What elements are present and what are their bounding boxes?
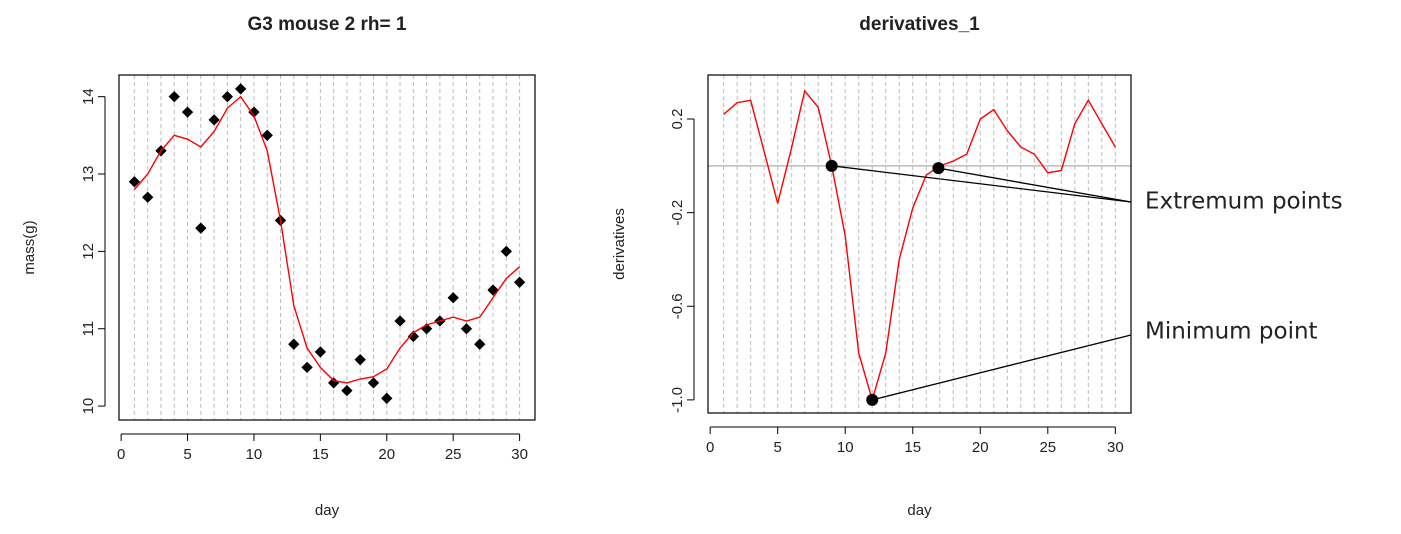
y-tick-label: 11 xyxy=(80,321,97,337)
x-tick-label: 25 xyxy=(1039,439,1056,456)
data-point xyxy=(447,292,459,304)
x-tick-label: 30 xyxy=(1107,439,1124,456)
y-tick-label: 14 xyxy=(80,88,97,105)
chart-title: G3 mouse 2 rh= 1 xyxy=(248,14,407,35)
data-point xyxy=(367,377,380,389)
data-point xyxy=(195,222,207,234)
data-point xyxy=(381,392,393,404)
data-point xyxy=(261,129,273,141)
x-axis-label: day xyxy=(907,502,932,519)
x-tick-label: 0 xyxy=(117,446,125,463)
y-tick-label: 13 xyxy=(80,166,97,183)
annotation: Extremum points xyxy=(1145,189,1343,215)
data-point xyxy=(407,330,419,343)
data-point xyxy=(288,338,300,350)
x-tick-label: 15 xyxy=(312,446,329,463)
data-point xyxy=(235,83,247,95)
x-tick-label: 10 xyxy=(837,439,854,456)
plot-frame xyxy=(118,74,536,421)
annotation: Minimum point xyxy=(1145,319,1318,345)
data-point xyxy=(500,245,512,258)
x-tick-label: 15 xyxy=(904,439,921,456)
data-point xyxy=(341,384,353,397)
data-point xyxy=(474,338,486,350)
data-point xyxy=(142,191,154,203)
x-tick-label: 5 xyxy=(183,446,191,463)
y-tick-label: 12 xyxy=(80,243,97,260)
data-point xyxy=(460,323,473,335)
y-axis-label: mass(g) xyxy=(21,220,38,274)
data-point xyxy=(301,361,313,374)
x-tick-label: 20 xyxy=(972,439,989,456)
plot-frame xyxy=(707,74,1132,414)
data-point xyxy=(394,315,406,327)
x-tick-label: 30 xyxy=(511,446,528,463)
y-tick-label: -1.0 xyxy=(669,387,686,413)
data-point xyxy=(181,106,194,118)
pointer-line xyxy=(872,334,1132,401)
data-point xyxy=(513,276,526,288)
data-point xyxy=(314,346,327,358)
data-point xyxy=(354,354,366,366)
y-tick-label: -0.2 xyxy=(669,200,686,226)
chart-title: derivatives_1 xyxy=(859,14,980,35)
extremum-marker xyxy=(932,162,945,175)
x-tick-label: 20 xyxy=(378,446,395,463)
data-point xyxy=(128,176,141,188)
x-tick-label: 25 xyxy=(445,446,462,463)
data-point xyxy=(487,284,499,296)
pointer-line xyxy=(938,167,1132,203)
y-tick-label: 0.2 xyxy=(669,109,686,130)
data-line xyxy=(133,95,521,384)
x-tick-label: 5 xyxy=(774,439,782,456)
x-axis-label: day xyxy=(315,502,340,519)
data-line xyxy=(723,89,1116,403)
x-tick-label: 10 xyxy=(246,446,263,463)
pointer-line xyxy=(831,165,1132,203)
y-tick-label: 10 xyxy=(80,398,97,415)
data-point xyxy=(168,91,180,103)
x-tick-label: 0 xyxy=(706,439,714,456)
extremum-marker xyxy=(866,393,879,406)
y-tick-label: -0.6 xyxy=(669,293,686,319)
data-point xyxy=(327,377,340,389)
extremum-marker xyxy=(825,159,838,172)
data-point xyxy=(221,91,234,103)
y-axis-label: derivatives xyxy=(611,208,628,280)
